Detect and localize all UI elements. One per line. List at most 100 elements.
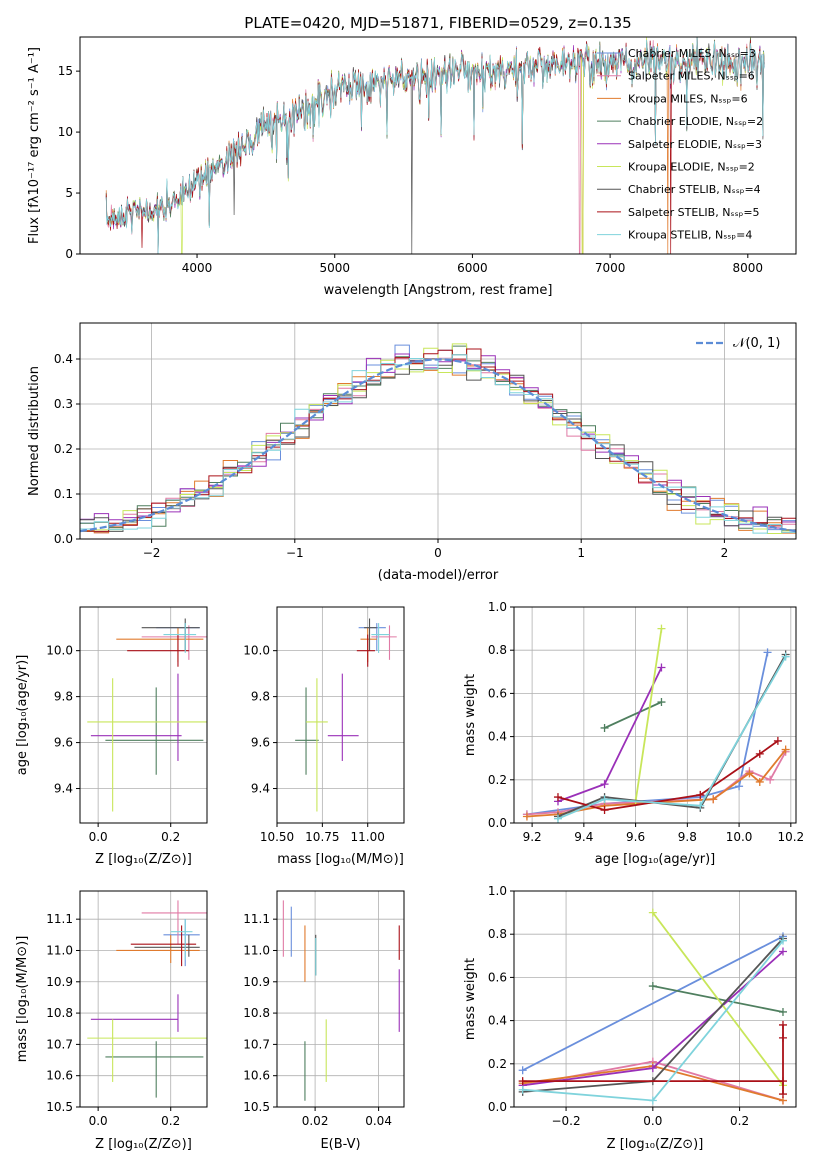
spectrum-axes: 4000 5000 6000 7000 8000 0 5 10 15 PLATE=0420, MJ… (27, 14, 797, 298)
weight-point-marker (778, 1090, 787, 1099)
weight-series-line (557, 656, 787, 820)
x-tick-label: 0.2 (730, 1114, 749, 1128)
weight-point-marker (696, 801, 705, 810)
x-tick-label: 0 (434, 546, 442, 560)
y-tick-label: 0.2 (488, 1057, 507, 1071)
axes-frame (79, 322, 797, 540)
weight-point-marker (755, 777, 764, 786)
weight-point-marker (553, 793, 562, 802)
weight-point-marker (781, 745, 790, 754)
ebv_mass-axes: 0.02 0.04 10.5 10.6 10.7 10.8 10.9 11.0 11.1 E(B-… (243, 890, 405, 1152)
ebv_mass-errorbars (282, 900, 400, 1101)
weight-point-marker (781, 652, 790, 661)
y-tick-label: 0 (65, 247, 73, 261)
weight-series-line (634, 628, 663, 802)
weight-point-marker (778, 947, 787, 956)
weight-point-marker (778, 1033, 787, 1042)
legend-entry: Salpeter ELODIE, Nₛₛₚ=3 (628, 138, 762, 151)
weight-point-marker (648, 982, 657, 991)
x-tick-label: −1 (286, 546, 304, 560)
weight-point-marker (648, 908, 657, 917)
weight-series-line (652, 912, 784, 1086)
y-tick-label: 11.1 (46, 912, 73, 926)
weight-point-marker (778, 1020, 787, 1029)
y-tick-label: 11.1 (243, 912, 270, 926)
y-tick-label: 10.0 (243, 644, 270, 658)
y-tick-label: 0.4 (488, 1014, 507, 1028)
legend-entry: Kroupa MILES, Nₛₛₚ=6 (628, 92, 748, 105)
y-tick-label: 9.4 (251, 782, 270, 796)
y-tick-label: 11.0 (243, 943, 270, 957)
weight-point-marker (553, 814, 562, 823)
y-axis-label: mass weight (463, 958, 478, 1040)
x-tick-label: −0.2 (551, 1114, 580, 1128)
x-tick-label: 0.0 (89, 830, 108, 844)
y-tick-label: 10.6 (243, 1069, 270, 1083)
y-tick-label: 10 (58, 125, 73, 139)
axes-frame (513, 890, 797, 1108)
x-axis-label: mass [log₁₀(M/M⊙)] (277, 852, 404, 867)
y-tick-label: 10.8 (243, 1006, 270, 1020)
x-axis-label: E(B-V) (320, 1137, 360, 1152)
x-tick-label: 0.2 (161, 830, 180, 844)
x-axis-label: wavelength [Angstrom, rest frame] (324, 283, 553, 298)
y-tick-label: 0.3 (54, 397, 73, 411)
y-tick-label: 9.4 (54, 782, 73, 796)
legend-entry: 𝒩(0, 1) (733, 336, 780, 351)
legend-entry: Chabrier ELODIE, Nₛₛₚ=2 (628, 115, 763, 128)
residuals-axes: −2 −1 0 1 2 0.0 0.1 0.2 0.3 0.4 𝒩(0, 1) (data-model… (27, 322, 797, 583)
histogram-lines (80, 343, 796, 534)
weight-point-marker (657, 698, 666, 707)
weight-point-marker (709, 795, 718, 804)
legend-entry: Kroupa ELODIE, Nₛₛₚ=2 (628, 161, 755, 174)
axes-frame (513, 606, 797, 824)
weight-point-marker (763, 648, 772, 657)
weight-point-marker (735, 782, 744, 791)
y-tick-label: 1.0 (488, 600, 507, 614)
z_age-axes: 0.0 0.2 9.4 9.6 9.8 10.0 Z [log₁₀(Z/Z⊙)] age [l… (15, 606, 208, 867)
y-tick-label: 0.6 (488, 970, 507, 984)
y-tick-label: 10.0 (46, 644, 73, 658)
x-tick-label: 9.6 (626, 830, 645, 844)
chart-title: PLATE=0420, MJD=51871, FIBERID=0529, z=0… (244, 14, 631, 32)
spectrum-lines (105, 37, 765, 254)
x-tick-label: 0.0 (89, 1114, 108, 1128)
weight-point-marker (600, 723, 609, 732)
legend: Chabrier MILES, Nₛₛₚ=3 Salpeter MILES, Nₛ… (597, 47, 763, 242)
weight-point-marker (600, 795, 609, 804)
y-tick-label: 0.4 (488, 730, 507, 744)
x-tick-label: 10.50 (260, 830, 294, 844)
legend-entry: Chabrier STELIB, Nₛₛₚ=4 (628, 183, 761, 196)
y-tick-label: 10.8 (46, 1006, 73, 1020)
z_weight-lines (518, 908, 787, 1105)
weight-series-line (522, 935, 784, 1072)
y-tick-label: 10.9 (243, 975, 270, 989)
legend-entry: Salpeter STELIB, Nₛₛₚ=5 (628, 206, 760, 219)
y-tick-label: 0.2 (54, 442, 73, 456)
y-tick-label: 10.7 (46, 1037, 73, 1051)
weight-point-marker (600, 806, 609, 815)
axes-frame (79, 890, 208, 1108)
weight-point-marker (766, 775, 775, 784)
x-tick-label: 0.0 (643, 1114, 662, 1128)
y-tick-label: 0.1 (54, 487, 73, 501)
y-tick-label: 0.8 (488, 643, 507, 657)
x-tick-label: 11.00 (351, 830, 385, 844)
y-tick-label: 0.4 (54, 352, 73, 366)
axes-frame (79, 36, 797, 255)
x-tick-label: 7000 (595, 261, 626, 275)
x-tick-label: 9.8 (678, 830, 697, 844)
y-tick-label: 0.0 (54, 532, 73, 546)
y-tick-label: 15 (58, 64, 73, 78)
y-tick-label: 1.0 (488, 884, 507, 898)
x-axis-label: age [log₁₀(age/yr)] (595, 852, 716, 867)
x-axis-label: Z [log₁₀(Z/Z⊙)] (95, 852, 192, 867)
z_mass-axes: 0.0 0.2 10.5 10.6 10.7 10.8 10.9 11.0 11.1 Z [log… (15, 890, 208, 1152)
y-tick-label: 0.6 (488, 686, 507, 700)
x-tick-label: 2 (721, 546, 729, 560)
x-tick-label: −2 (143, 546, 161, 560)
x-tick-label: 8000 (733, 261, 764, 275)
y-tick-label: 0.0 (488, 816, 507, 830)
x-tick-label: 6000 (457, 261, 488, 275)
x-tick-label: 10.0 (726, 830, 753, 844)
